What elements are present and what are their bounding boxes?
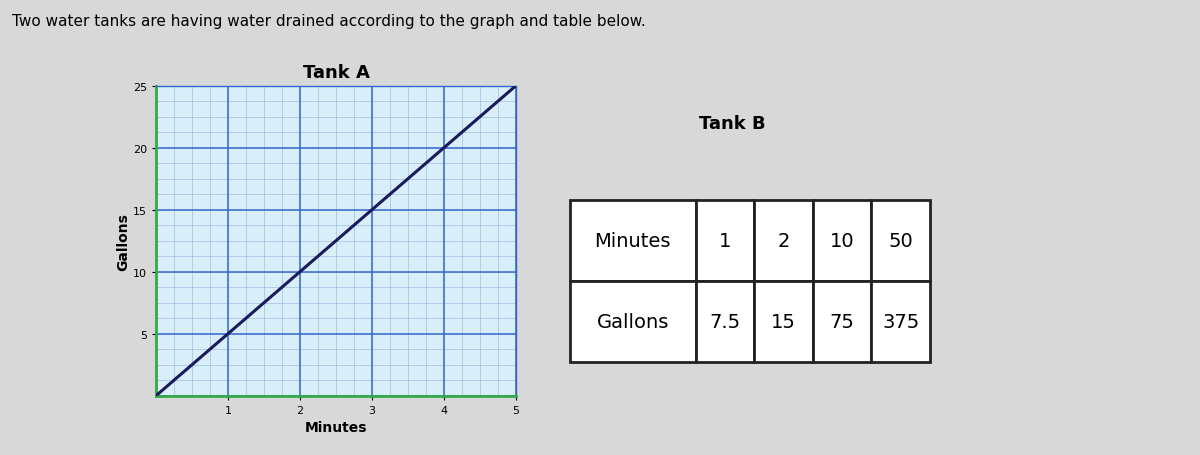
Text: Two water tanks are having water drained according to the graph and table below.: Two water tanks are having water drained… xyxy=(12,14,646,29)
FancyBboxPatch shape xyxy=(871,281,930,363)
FancyBboxPatch shape xyxy=(754,281,812,363)
Text: 10: 10 xyxy=(829,231,854,250)
Text: 7.5: 7.5 xyxy=(709,313,740,332)
FancyBboxPatch shape xyxy=(812,200,871,281)
Text: Tank B: Tank B xyxy=(698,115,766,133)
FancyBboxPatch shape xyxy=(754,200,812,281)
Y-axis label: Gallons: Gallons xyxy=(116,212,130,270)
Text: 75: 75 xyxy=(829,313,854,332)
FancyBboxPatch shape xyxy=(812,281,871,363)
Text: 50: 50 xyxy=(888,231,913,250)
X-axis label: Minutes: Minutes xyxy=(305,420,367,435)
FancyBboxPatch shape xyxy=(696,281,754,363)
Title: Tank A: Tank A xyxy=(302,64,370,82)
Text: 1: 1 xyxy=(719,231,731,250)
Text: Minutes: Minutes xyxy=(594,231,671,250)
Text: 2: 2 xyxy=(778,231,790,250)
Text: Gallons: Gallons xyxy=(596,313,668,332)
FancyBboxPatch shape xyxy=(871,200,930,281)
FancyBboxPatch shape xyxy=(696,200,754,281)
Text: 375: 375 xyxy=(882,313,919,332)
Text: 15: 15 xyxy=(772,313,796,332)
FancyBboxPatch shape xyxy=(570,281,696,363)
FancyBboxPatch shape xyxy=(570,200,696,281)
